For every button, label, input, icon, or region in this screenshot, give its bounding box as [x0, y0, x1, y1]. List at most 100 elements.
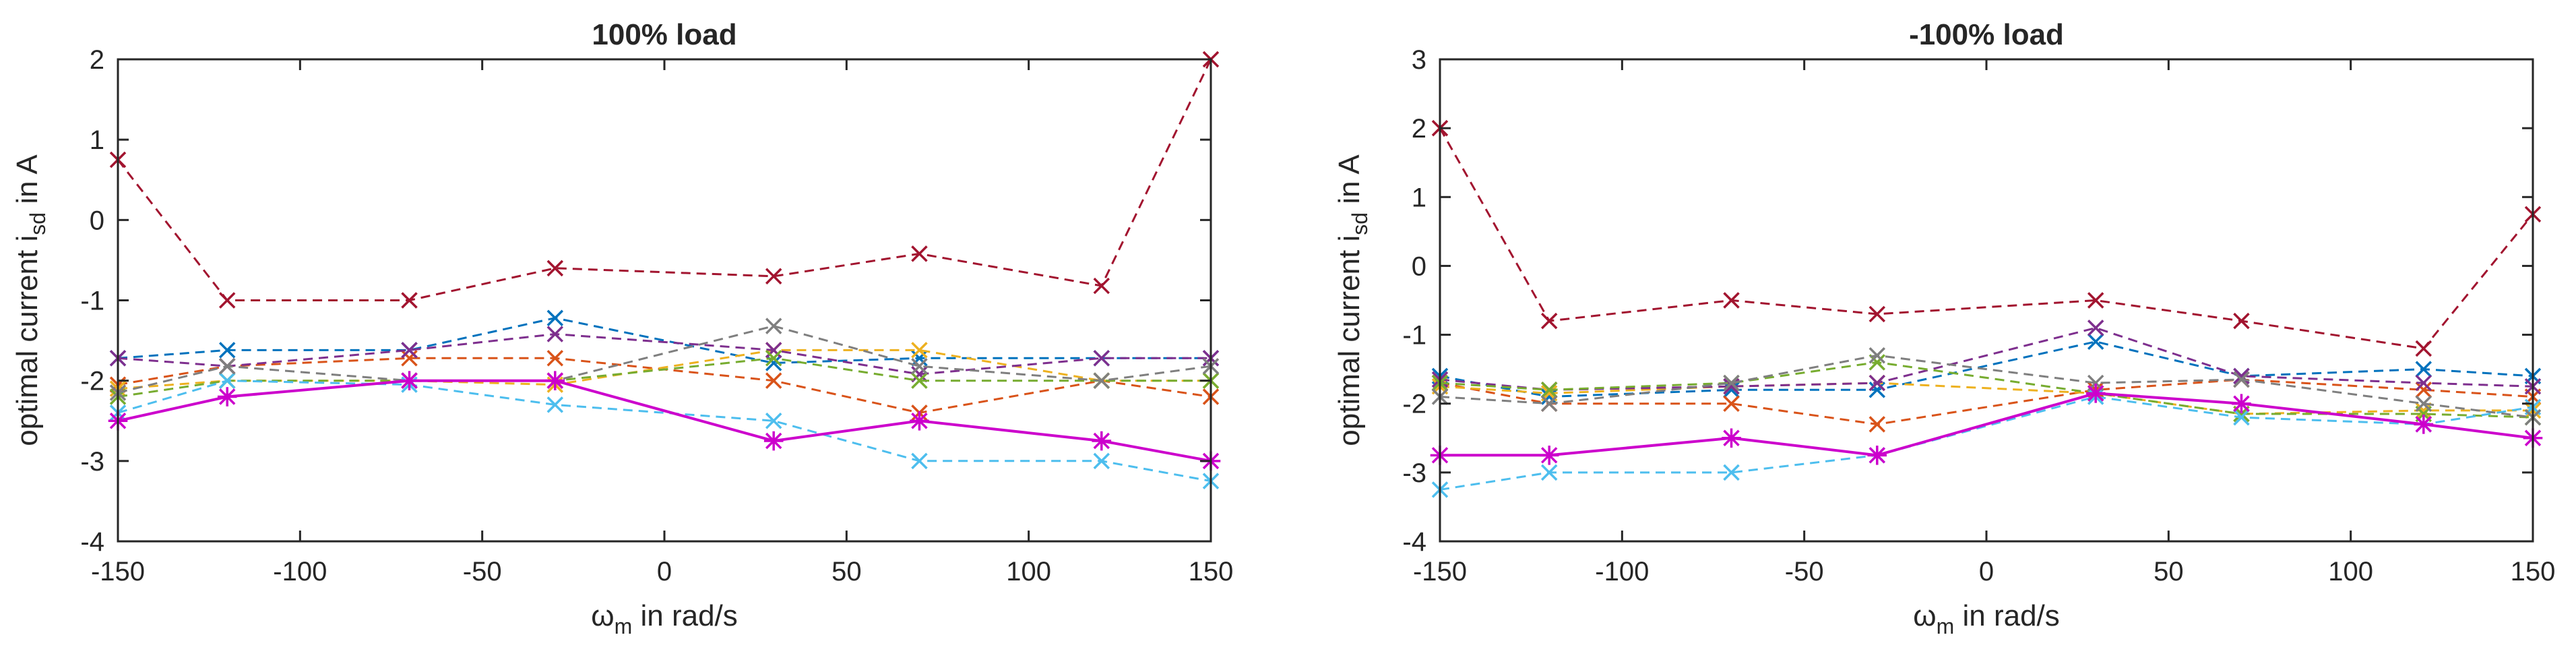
- data-point: [2415, 374, 2432, 392]
- data-point: [1540, 464, 1558, 481]
- x-tick-label: -50: [463, 557, 502, 586]
- series-8-line: [117, 325, 1212, 394]
- data-point: [2415, 382, 2432, 398]
- y-tick-label: 0: [1412, 251, 1426, 281]
- data-point: [218, 357, 236, 375]
- x-tick-label: 0: [1979, 557, 1994, 586]
- series-7: [109, 51, 1220, 309]
- data-point: [546, 326, 564, 342]
- data-point: [911, 452, 928, 470]
- data-point: [1722, 428, 1741, 448]
- chart-100-load-marks: [108, 51, 1221, 489]
- data-point: [1539, 446, 1559, 465]
- data-point: [1093, 350, 1110, 367]
- data-point: [401, 292, 418, 309]
- data-point: [1723, 374, 1740, 392]
- data-point: [1723, 292, 1740, 309]
- data-point: [1092, 431, 1112, 451]
- y-tick-label: 3: [1412, 45, 1426, 75]
- series-4-line: [117, 332, 1211, 375]
- data-point: [765, 268, 782, 284]
- data-point: [1723, 464, 1740, 481]
- x-tick-label: 0: [657, 557, 672, 586]
- series-2-line: [1439, 378, 2534, 425]
- chart-100-load-title: 100% load: [592, 18, 736, 51]
- series-1-line: [117, 317, 1211, 365]
- chart-minus-100-load-x-axis-label: ωm in rad/s: [1913, 599, 2060, 638]
- data-point: [218, 292, 236, 309]
- data-point: [2233, 312, 2250, 330]
- data-point: [2233, 371, 2250, 388]
- chart-100-load: -150 -100 -50 0 50 100 150 -4 -3 -2 -1 0 1 2 100% loa…: [11, 18, 1233, 638]
- chart-100-load-x-axis-label: ωm in rad/s: [591, 599, 738, 638]
- data-point: [1723, 395, 1740, 412]
- y-axis-label-subscript: sd: [26, 212, 50, 235]
- data-point: [765, 342, 782, 359]
- y-axis-label-subscript: sd: [1348, 212, 1372, 235]
- series-5-line: [1439, 361, 2534, 419]
- y-tick-label: -4: [80, 527, 104, 557]
- series-3-line: [1439, 382, 2533, 415]
- chart-minus-100-load-marks: [1430, 119, 2543, 498]
- x-axis-label-text: in rad/s: [1954, 599, 2060, 632]
- data-point: [911, 357, 928, 375]
- chart-minus-100-load: -150 -100 -50 0 50 100 150 -4 -3 -2 -1 0 1 2 3 -100% l…: [1333, 18, 2555, 638]
- series-4: [109, 326, 1220, 383]
- x-tick-label: 50: [2154, 557, 2184, 586]
- y-tick-label: -1: [1402, 321, 1426, 351]
- series-7-line: [117, 59, 1212, 301]
- y-tick-label: -2: [1402, 390, 1426, 419]
- data-point: [2085, 384, 2106, 403]
- data-point: [401, 350, 418, 367]
- y-tick-label: 2: [90, 45, 104, 75]
- data-point: [911, 350, 928, 367]
- y-axis-label-unit: in A: [1333, 154, 1366, 212]
- series-9: [108, 371, 1221, 471]
- data-point: [2415, 340, 2432, 357]
- data-point: [911, 342, 928, 359]
- series-9-line: [1440, 392, 2534, 457]
- data-point: [2087, 292, 2104, 309]
- data-point: [1093, 372, 1110, 389]
- x-tick-label: 100: [2328, 557, 2373, 586]
- series-6-line: [117, 380, 1212, 483]
- series-6-line: [1439, 395, 2534, 491]
- x-tick-label: -50: [1785, 557, 1824, 586]
- data-point: [911, 372, 928, 389]
- series-7-line: [1439, 127, 2534, 350]
- x-axis-label-subscript: m: [615, 614, 633, 638]
- y-tick-label: -2: [80, 367, 104, 396]
- data-point: [765, 413, 782, 429]
- y-tick-label: 0: [90, 206, 104, 235]
- chart-minus-100-load-title: -100% load: [1909, 18, 2064, 51]
- y-tick-label: -1: [80, 287, 104, 316]
- data-point: [1540, 312, 1558, 330]
- data-point: [1868, 347, 1886, 364]
- chart-minus-100-load-ticks: -150 -100 -50 0 50 100 150 -4 -3 -2 -1 0 1 2 3: [1402, 45, 2555, 586]
- y-tick-label: 2: [1412, 114, 1426, 144]
- data-point: [2415, 361, 2432, 378]
- series-9: [1430, 384, 2543, 465]
- y-axis-label-text: optimal current i: [1333, 235, 1366, 446]
- data-point: [1093, 277, 1110, 295]
- data-point: [1867, 446, 1887, 465]
- data-point: [910, 411, 929, 431]
- data-point: [1540, 388, 1558, 405]
- data-point: [911, 365, 928, 383]
- data-point: [217, 387, 237, 407]
- data-point: [546, 396, 564, 413]
- data-point: [401, 342, 418, 359]
- x-tick-label: -100: [1595, 557, 1649, 586]
- y-tick-label: -3: [1402, 458, 1426, 488]
- data-point: [1723, 382, 1740, 398]
- series-1-line: [1439, 340, 2534, 398]
- data-point: [218, 342, 236, 359]
- data-point: [1868, 382, 1886, 398]
- data-point: [1868, 305, 1886, 323]
- data-point: [1868, 416, 1886, 433]
- chart-minus-100-load-y-axis-label: optimal current isd in A: [1333, 154, 1372, 446]
- y-tick-label: -3: [80, 447, 104, 477]
- y-tick-label: 1: [1412, 183, 1426, 212]
- series-8: [1431, 347, 2542, 426]
